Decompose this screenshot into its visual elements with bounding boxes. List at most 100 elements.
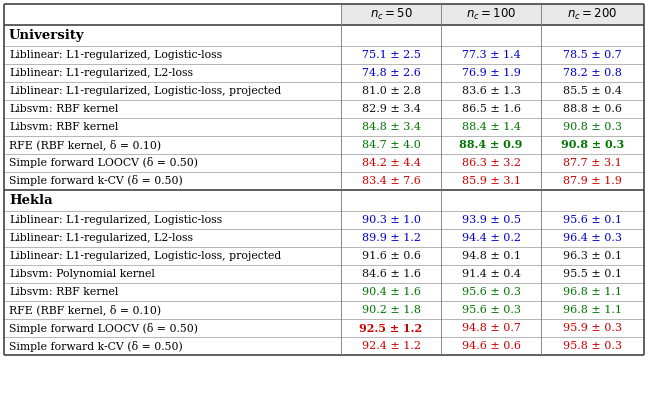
Bar	[4, 172, 644, 190]
Bar	[4, 4, 644, 355]
Text: 83.6 ± 1.3: 83.6 ± 1.3	[461, 86, 520, 96]
Text: : L1-regularized, Logistic-loss: : L1-regularized, Logistic-loss	[59, 50, 222, 60]
Bar	[4, 64, 644, 82]
Text: : L1-regularized, Logistic-loss, projected: : L1-regularized, Logistic-loss, project…	[59, 251, 281, 261]
Text: Simple forward k-CV (δ = 0.50): Simple forward k-CV (δ = 0.50)	[9, 175, 183, 187]
Text: : RBF kernel: : RBF kernel	[49, 104, 118, 114]
Text: : L1-regularized, Logistic-loss: : L1-regularized, Logistic-loss	[59, 215, 222, 225]
Text: 96.8 ± 1.1: 96.8 ± 1.1	[563, 287, 622, 297]
Text: 84.6 ± 1.6: 84.6 ± 1.6	[362, 269, 421, 279]
Text: $n_c = 100$: $n_c = 100$	[466, 7, 516, 22]
Text: Libsvm: Libsvm	[9, 122, 49, 132]
Text: 88.4 ± 1.4: 88.4 ± 1.4	[461, 122, 520, 132]
Text: 84.2 ± 4.4: 84.2 ± 4.4	[362, 158, 421, 168]
Text: 85.5 ± 0.4: 85.5 ± 0.4	[563, 86, 622, 96]
Bar	[4, 337, 644, 355]
Text: Liblinear: Liblinear	[9, 86, 59, 96]
Text: 91.6 ± 0.6: 91.6 ± 0.6	[362, 251, 421, 261]
Text: 89.9 ± 1.2: 89.9 ± 1.2	[362, 233, 421, 243]
Text: Libsvm: Libsvm	[9, 269, 49, 279]
Bar	[4, 301, 644, 319]
Text: 90.8 ± 0.3: 90.8 ± 0.3	[561, 139, 624, 150]
Text: 94.4 ± 0.2: 94.4 ± 0.2	[461, 233, 520, 243]
Text: 86.5 ± 1.6: 86.5 ± 1.6	[461, 104, 520, 114]
Text: 84.8 ± 3.4: 84.8 ± 3.4	[362, 122, 421, 132]
Text: 83.4 ± 7.6: 83.4 ± 7.6	[362, 176, 421, 186]
Bar	[4, 46, 644, 64]
Text: 94.8 ± 0.7: 94.8 ± 0.7	[461, 323, 520, 333]
Bar	[4, 211, 644, 229]
Bar	[4, 229, 644, 247]
Text: $n_c = 50$: $n_c = 50$	[369, 7, 412, 22]
Text: Libsvm: Libsvm	[9, 287, 49, 297]
Text: Hekla: Hekla	[9, 194, 52, 207]
Text: 88.8 ± 0.6: 88.8 ± 0.6	[563, 104, 622, 114]
Bar	[4, 25, 644, 46]
Text: Liblinear: Liblinear	[9, 68, 59, 78]
Text: Liblinear: Liblinear	[9, 50, 59, 60]
Text: Liblinear: Liblinear	[9, 251, 59, 261]
Text: 84.7 ± 4.0: 84.7 ± 4.0	[362, 140, 421, 150]
Text: 95.6 ± 0.1: 95.6 ± 0.1	[563, 215, 622, 225]
Text: 81.0 ± 2.8: 81.0 ± 2.8	[362, 86, 421, 96]
Text: 94.6 ± 0.6: 94.6 ± 0.6	[461, 341, 520, 351]
Text: Liblinear: Liblinear	[9, 233, 59, 243]
Bar	[541, 4, 644, 25]
Bar	[4, 283, 644, 301]
Text: University: University	[9, 29, 85, 42]
Text: 96.3 ± 0.1: 96.3 ± 0.1	[563, 251, 622, 261]
Text: 78.5 ± 0.7: 78.5 ± 0.7	[563, 50, 622, 60]
Text: Liblinear: Liblinear	[9, 215, 59, 225]
Text: Simple forward LOOCV (δ = 0.50): Simple forward LOOCV (δ = 0.50)	[9, 158, 198, 168]
Text: 86.3 ± 3.2: 86.3 ± 3.2	[461, 158, 520, 168]
Bar	[341, 4, 441, 25]
Bar	[4, 154, 644, 172]
Text: 76.9 ± 1.9: 76.9 ± 1.9	[461, 68, 520, 78]
Text: : Polynomial kernel: : Polynomial kernel	[49, 269, 154, 279]
Text: 85.9 ± 3.1: 85.9 ± 3.1	[461, 176, 520, 186]
Text: RFE (RBF kernel, δ = 0.10): RFE (RBF kernel, δ = 0.10)	[9, 139, 161, 150]
Text: : RBF kernel: : RBF kernel	[49, 287, 118, 297]
Text: 93.9 ± 0.5: 93.9 ± 0.5	[461, 215, 520, 225]
Text: 77.3 ± 1.4: 77.3 ± 1.4	[461, 50, 520, 60]
Bar	[4, 82, 644, 100]
Text: 75.1 ± 2.5: 75.1 ± 2.5	[362, 50, 421, 60]
Text: 96.8 ± 1.1: 96.8 ± 1.1	[563, 305, 622, 315]
Text: 91.4 ± 0.4: 91.4 ± 0.4	[461, 269, 520, 279]
Text: 95.6 ± 0.3: 95.6 ± 0.3	[461, 287, 520, 297]
Bar	[4, 118, 644, 136]
Text: 82.9 ± 3.4: 82.9 ± 3.4	[362, 104, 421, 114]
Text: 90.2 ± 1.8: 90.2 ± 1.8	[362, 305, 421, 315]
Text: : L1-regularized, L2-loss: : L1-regularized, L2-loss	[59, 68, 192, 78]
Text: : L1-regularized, Logistic-loss, projected: : L1-regularized, Logistic-loss, project…	[59, 86, 281, 96]
Text: RFE (RBF kernel, δ = 0.10): RFE (RBF kernel, δ = 0.10)	[9, 305, 161, 316]
Text: 74.8 ± 2.6: 74.8 ± 2.6	[362, 68, 421, 78]
Bar	[4, 247, 644, 265]
Text: 95.8 ± 0.3: 95.8 ± 0.3	[563, 341, 622, 351]
Text: 90.4 ± 1.6: 90.4 ± 1.6	[362, 287, 421, 297]
Bar	[4, 265, 644, 283]
Bar	[4, 136, 644, 154]
Bar	[4, 190, 644, 211]
Text: 78.2 ± 0.8: 78.2 ± 0.8	[563, 68, 622, 78]
Text: $n_c = 200$: $n_c = 200$	[568, 7, 618, 22]
Text: : RBF kernel: : RBF kernel	[49, 122, 118, 132]
Text: : L1-regularized, L2-loss: : L1-regularized, L2-loss	[59, 233, 192, 243]
Bar	[4, 100, 644, 118]
Text: Libsvm: Libsvm	[9, 104, 49, 114]
Text: 90.8 ± 0.3: 90.8 ± 0.3	[563, 122, 622, 132]
Bar	[4, 319, 644, 337]
Text: 92.5 ± 1.2: 92.5 ± 1.2	[360, 322, 422, 334]
Text: 95.6 ± 0.3: 95.6 ± 0.3	[461, 305, 520, 315]
Text: 88.4 ± 0.9: 88.4 ± 0.9	[459, 139, 523, 150]
Text: 90.3 ± 1.0: 90.3 ± 1.0	[362, 215, 421, 225]
Bar	[441, 4, 541, 25]
Text: 95.9 ± 0.3: 95.9 ± 0.3	[563, 323, 622, 333]
Text: Simple forward k-CV (δ = 0.50): Simple forward k-CV (δ = 0.50)	[9, 341, 183, 351]
Text: 87.9 ± 1.9: 87.9 ± 1.9	[563, 176, 622, 186]
Text: 92.4 ± 1.2: 92.4 ± 1.2	[362, 341, 421, 351]
Text: 94.8 ± 0.1: 94.8 ± 0.1	[461, 251, 520, 261]
Text: Simple forward LOOCV (δ = 0.50): Simple forward LOOCV (δ = 0.50)	[9, 322, 198, 334]
Text: 87.7 ± 3.1: 87.7 ± 3.1	[563, 158, 622, 168]
Text: 95.5 ± 0.1: 95.5 ± 0.1	[563, 269, 622, 279]
